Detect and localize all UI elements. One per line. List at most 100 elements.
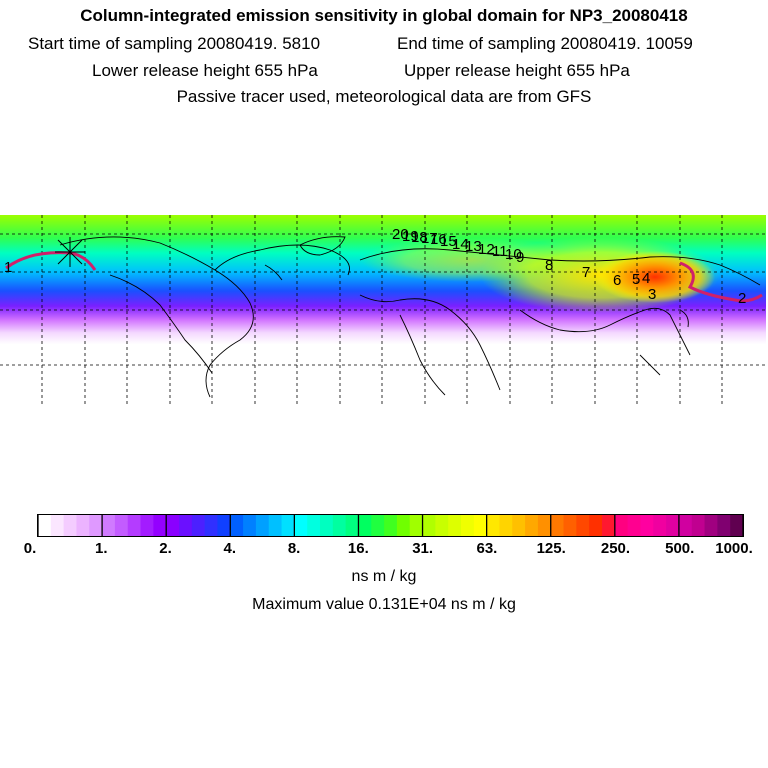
colorbar-cell bbox=[358, 515, 372, 536]
trajectory-label: 5 bbox=[632, 271, 640, 288]
lower-release-height-label: Lower release height 655 hPa bbox=[92, 61, 318, 80]
colorbar-tick-label: 0. bbox=[23, 540, 37, 557]
graticule bbox=[0, 215, 766, 405]
trajectory-label: 18 bbox=[411, 229, 428, 246]
colorbar-cell bbox=[191, 515, 206, 536]
colorbar-tick-label: 250. bbox=[600, 540, 631, 557]
colorbar-cell bbox=[63, 515, 77, 536]
colorbar-cell bbox=[704, 515, 718, 536]
colorbar-cell bbox=[486, 515, 500, 536]
colorbar-cell bbox=[38, 515, 52, 536]
colorbar-cell bbox=[653, 515, 667, 536]
colorbar-cell bbox=[691, 515, 706, 536]
colorbar-cell bbox=[666, 515, 680, 536]
colorbar-cell bbox=[448, 515, 462, 536]
colorbar-cell bbox=[166, 515, 180, 536]
trajectory-label: 1 bbox=[4, 259, 12, 276]
colorbar-cell bbox=[435, 515, 449, 536]
colorbar-tick-label: 2. bbox=[159, 540, 172, 557]
upper-release-height-label: Upper release height 655 hPa bbox=[404, 61, 630, 80]
colorbar-tick-label: 1. bbox=[95, 540, 108, 557]
colorbar-units: ns m / kg bbox=[351, 568, 417, 585]
colorbar-cell bbox=[102, 515, 116, 536]
trajectory-label: 9 bbox=[516, 249, 524, 266]
colorbar-cell bbox=[89, 515, 103, 536]
trajectory-label: 11 bbox=[492, 243, 508, 260]
colorbar-cell bbox=[332, 515, 347, 536]
colorbar-cell bbox=[230, 515, 244, 536]
colorbar-cell bbox=[627, 515, 641, 536]
colorbar-cell bbox=[614, 515, 629, 536]
colorbar-cell bbox=[602, 515, 616, 536]
trajectory-label: 6 bbox=[613, 272, 621, 289]
colorbar-cell bbox=[576, 515, 590, 536]
trajectory-label: 8 bbox=[545, 257, 553, 274]
colorbar bbox=[37, 514, 744, 537]
trajectory-label: 2 bbox=[738, 290, 746, 307]
trajectory-label: 14 bbox=[452, 236, 469, 253]
colorbar-cell bbox=[153, 515, 167, 536]
colorbar-cell bbox=[717, 515, 731, 536]
trajectory-label: 13 bbox=[465, 238, 482, 255]
colorbar-cell bbox=[384, 515, 398, 536]
colorbar-cell bbox=[345, 515, 359, 536]
tracer-note: Passive tracer used, meteorological data… bbox=[176, 87, 592, 106]
colorbar-tick-label: 125. bbox=[536, 540, 566, 557]
trajectory-line-east bbox=[679, 261, 763, 303]
colorbar-cell bbox=[396, 515, 411, 536]
colorbar-cell bbox=[243, 515, 257, 536]
colorbar-cell bbox=[730, 515, 744, 536]
colorbar-cell bbox=[409, 515, 424, 536]
colorbar-cell bbox=[512, 515, 526, 536]
colorbar-cell bbox=[76, 515, 90, 536]
colorbar-cell bbox=[537, 515, 552, 536]
start-time-label: Start time of sampling 20080419. 5810 bbox=[28, 34, 321, 53]
colorbar-tick-label: 8. bbox=[287, 540, 301, 557]
trajectory-label: 3 bbox=[648, 286, 656, 303]
colorbar-tick-label: 63. bbox=[476, 540, 498, 557]
colorbar-tick-label: 4. bbox=[223, 540, 237, 557]
colorbar-cell bbox=[640, 515, 654, 536]
colorbar-cells bbox=[37, 514, 744, 537]
colorbar-cell bbox=[50, 515, 65, 536]
colorbar-cell bbox=[320, 515, 334, 536]
colorbar-cell bbox=[114, 515, 129, 536]
colorbar-cell bbox=[550, 515, 565, 536]
maximum-value-label: Maximum value 0.131E+04 ns m / kg bbox=[252, 596, 516, 613]
trajectory-label: 7 bbox=[582, 264, 590, 281]
colorbar-cell bbox=[499, 515, 513, 536]
colorbar-tick-label: 16. bbox=[347, 540, 369, 557]
trajectory-label: 20 bbox=[392, 226, 409, 243]
colorbar-cell bbox=[589, 515, 603, 536]
colorbar-cell bbox=[371, 515, 385, 536]
trajectory-label: 17 bbox=[421, 230, 438, 247]
colorbar-cell bbox=[294, 515, 308, 536]
colorbar-cell bbox=[179, 515, 193, 536]
trajectory-label: 12 bbox=[478, 241, 495, 258]
colorbar-cell bbox=[473, 515, 488, 536]
colorbar-cell bbox=[281, 515, 295, 536]
colorbar-tick-label: 500. bbox=[665, 540, 695, 557]
colorbar-cell bbox=[204, 515, 218, 536]
colorbar-tick-label: 1000. bbox=[715, 540, 753, 557]
colorbar-cell bbox=[217, 515, 231, 536]
trajectory-label: 15 bbox=[440, 233, 457, 250]
colorbar-cell bbox=[422, 515, 436, 536]
colorbar-cell bbox=[461, 515, 475, 536]
colorbar-tick-label: 31. bbox=[412, 540, 434, 557]
trajectory-label: 16 bbox=[430, 231, 447, 248]
colorbar-cell bbox=[307, 515, 321, 536]
colorbar-cell bbox=[140, 515, 154, 536]
trajectory-label: 19 bbox=[402, 228, 419, 245]
colorbar-cell bbox=[525, 515, 539, 536]
plot-title: Column-integrated emission sensitivity i… bbox=[80, 6, 688, 25]
trajectory-label: 10 bbox=[505, 246, 522, 263]
colorbar-cell bbox=[255, 515, 270, 536]
colorbar-cell bbox=[127, 515, 142, 536]
trajectory-label: 4 bbox=[642, 270, 650, 287]
end-time-label: End time of sampling 20080419. 10059 bbox=[397, 34, 693, 53]
colorbar-border bbox=[37, 514, 744, 537]
colorbar-cell bbox=[678, 515, 693, 536]
